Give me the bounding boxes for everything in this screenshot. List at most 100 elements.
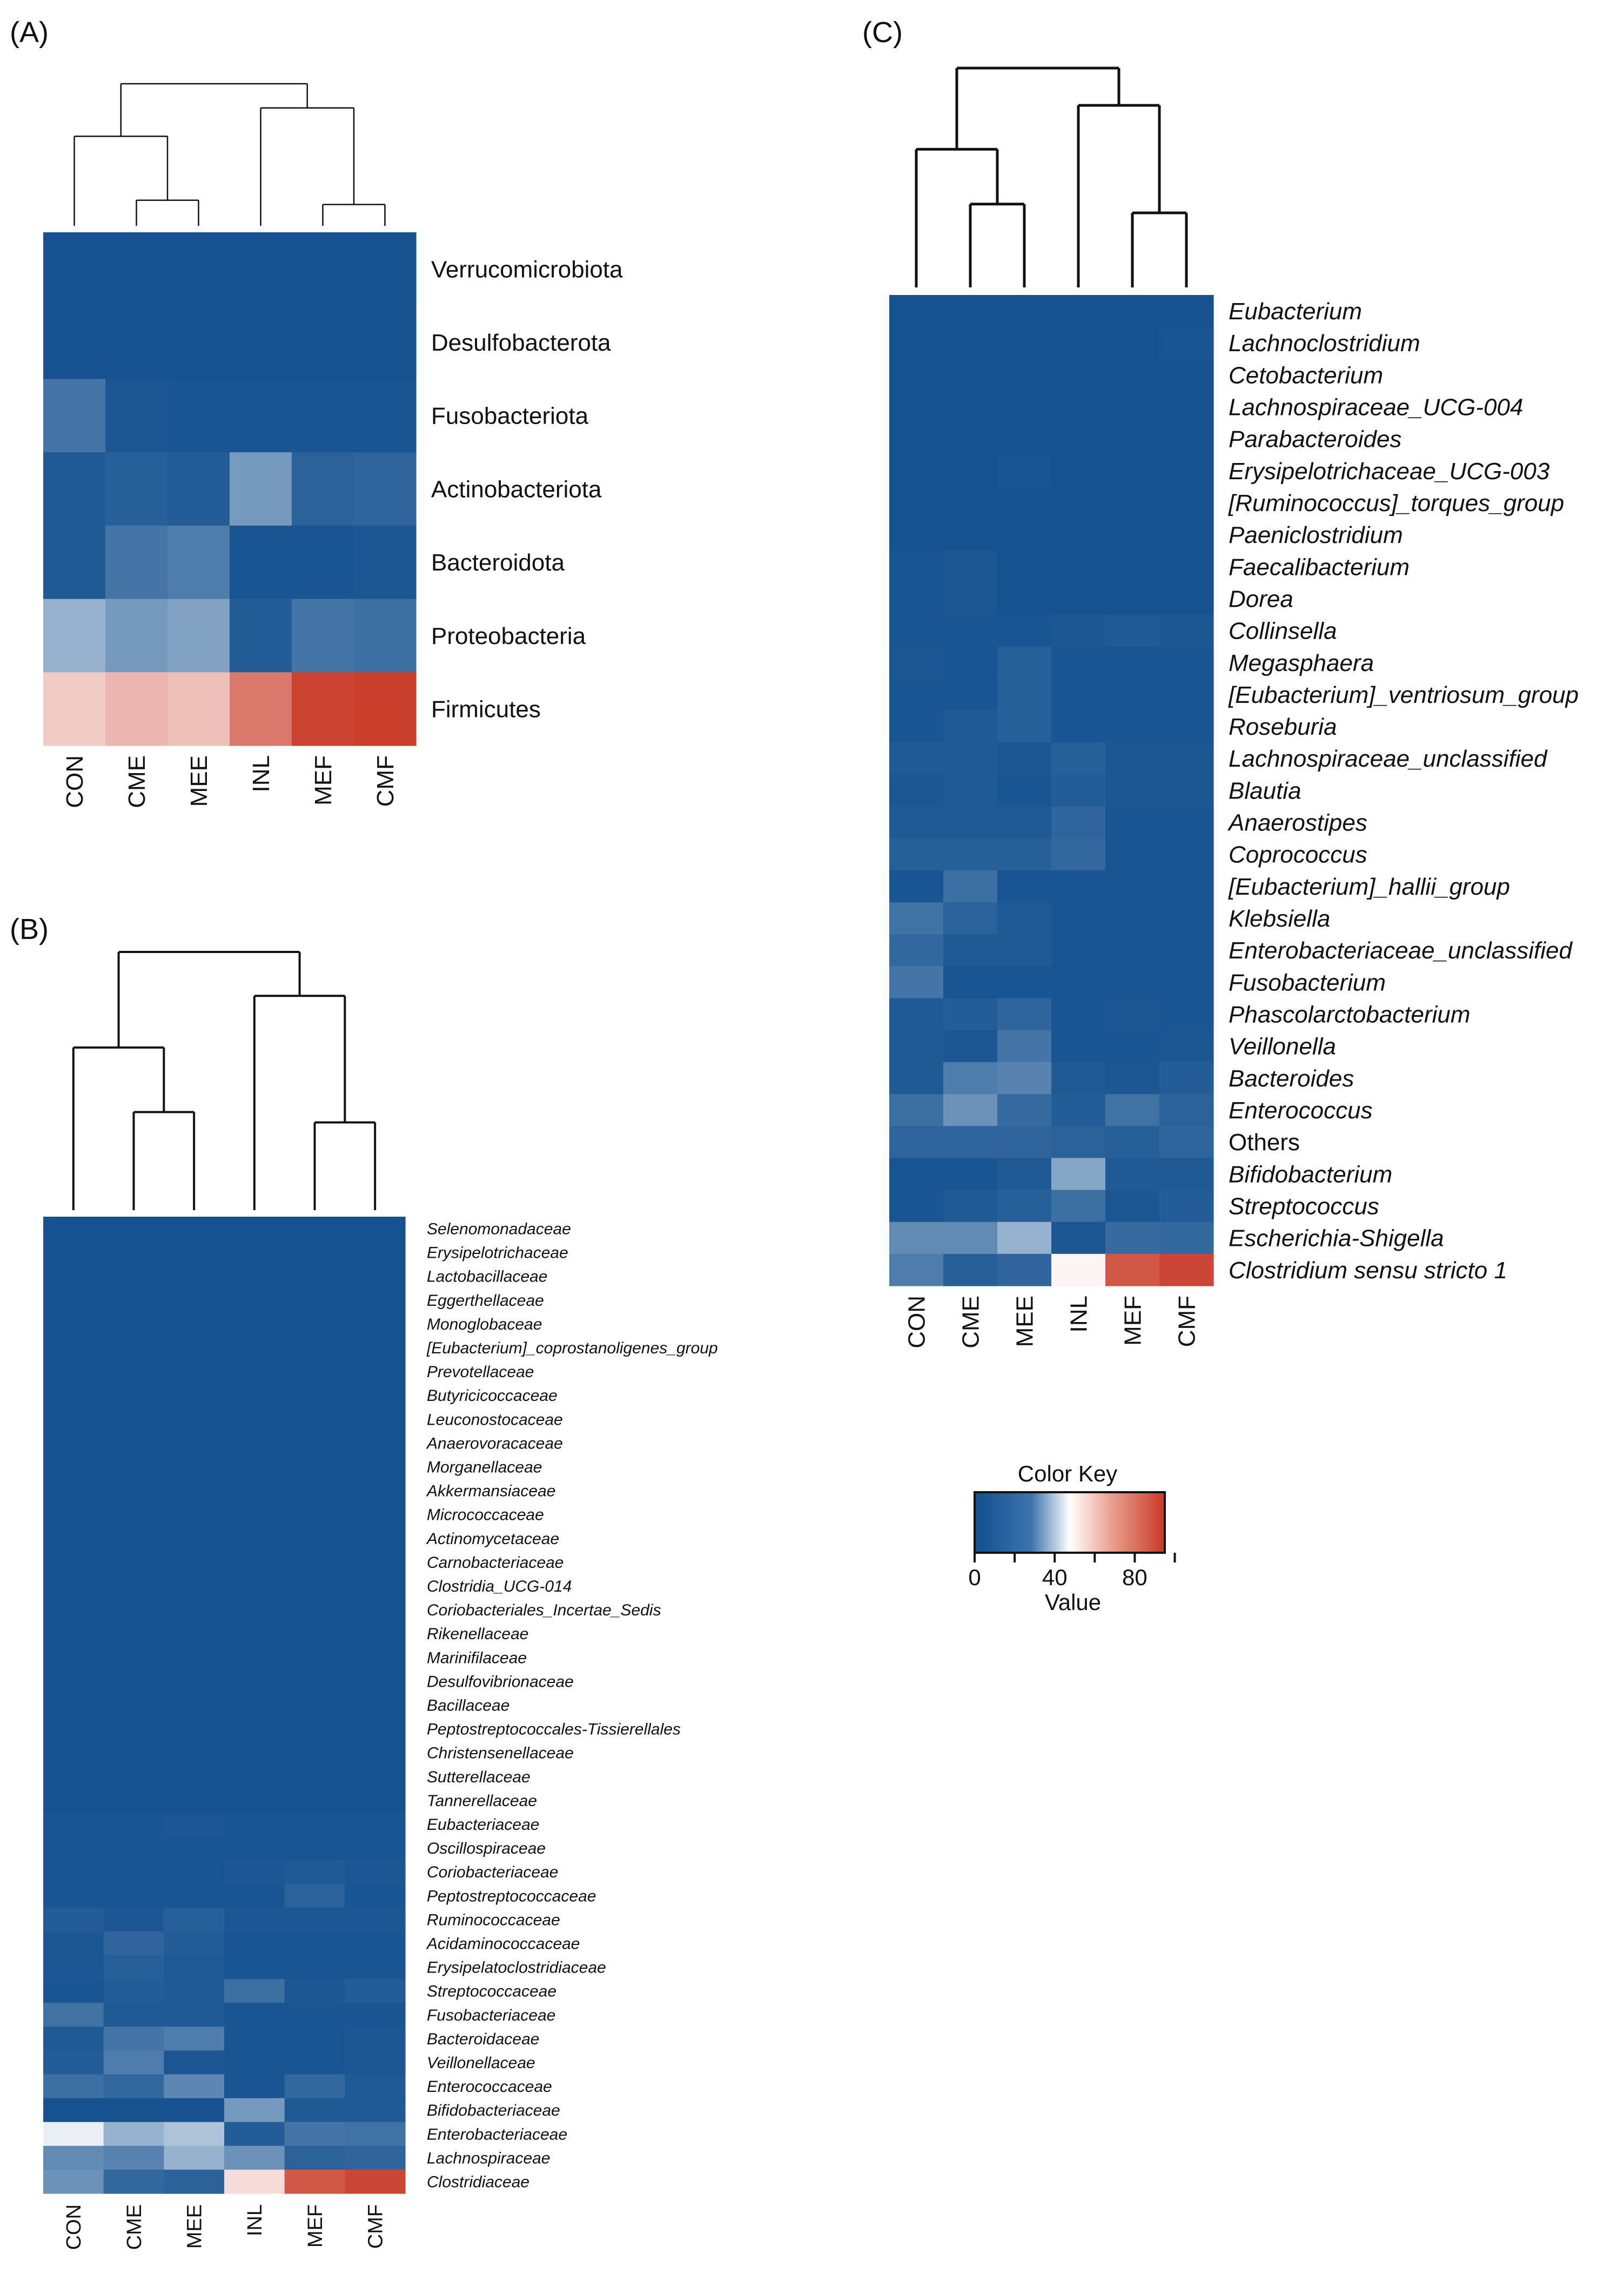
heatmap-cell (1105, 774, 1160, 807)
heatmap-cell (103, 1431, 164, 1455)
heatmap-cell (943, 327, 998, 359)
row-label: Klebsiella (1229, 905, 1330, 932)
heatmap-cell (345, 1312, 406, 1337)
heatmap-cell (345, 1931, 406, 1956)
heatmap-cell (230, 452, 292, 526)
heatmap-cell (1051, 838, 1106, 871)
heatmap-cell (997, 551, 1052, 583)
heatmap-cell (164, 1836, 225, 1861)
heatmap-cell (997, 422, 1052, 455)
heatmap-cell (1105, 710, 1160, 743)
row-label: Streptococcus (1229, 1193, 1379, 1220)
heatmap-cell (284, 1979, 345, 2003)
heatmap-cell (1051, 359, 1106, 392)
row-label: Desulfobacterota (431, 330, 611, 356)
heatmap-cell (224, 1431, 285, 1455)
row-label: Collinsella (1229, 618, 1337, 645)
row-label: Dorea (1229, 586, 1293, 612)
heatmap-cell (1159, 454, 1214, 487)
heatmap-cell (1105, 742, 1160, 775)
row-label: Actinomycetaceae (426, 1530, 559, 1548)
heatmap-cell (997, 646, 1052, 679)
heatmap-cell (43, 1359, 104, 1384)
row-label: Others (1229, 1129, 1300, 1156)
heatmap-cell (284, 1883, 345, 1908)
heatmap-cell (164, 2003, 225, 2027)
heatmap-cell (284, 1574, 345, 1599)
heatmap-cell (889, 742, 944, 775)
row-label: Morganellaceae (427, 1459, 542, 1477)
heatmap-cell (1105, 934, 1160, 967)
heatmap-cell (224, 1598, 285, 1622)
heatmap-cell (103, 1407, 164, 1432)
heatmap-cell (345, 1217, 406, 1241)
heatmap-cell (1051, 391, 1106, 424)
heatmap-cell (43, 1955, 104, 1980)
heatmap-cell (284, 1526, 345, 1551)
heatmap-cell (103, 2003, 164, 2027)
heatmap-cell (164, 2074, 225, 2099)
heatmap-cell (1051, 1222, 1106, 1254)
heatmap-cell (164, 1931, 225, 1956)
heatmap-cell (889, 1126, 944, 1158)
heatmap-cell (224, 1955, 285, 1980)
heatmap-cell (284, 1717, 345, 1741)
row-label: Tannerellaceae (427, 1792, 537, 1810)
heatmap-cell (354, 379, 417, 453)
heatmap-cell (345, 2050, 406, 2075)
column-label: MEE (183, 2204, 206, 2249)
heatmap-cell (345, 1979, 406, 2003)
heatmap-cell (997, 838, 1052, 871)
heatmap-cell (345, 1693, 406, 1718)
heatmap-cell (284, 1454, 345, 1479)
heatmap-cell (889, 678, 944, 711)
heatmap-cell (1105, 806, 1160, 839)
heatmap-cell (1159, 1222, 1214, 1254)
heatmap-cell (284, 1621, 345, 1646)
heatmap-cell (345, 2169, 406, 2194)
heatmap-cell (1051, 422, 1106, 455)
heatmap-cell (284, 1383, 345, 1408)
heatmap-cell (103, 1883, 164, 1908)
heatmap-cell (164, 1479, 225, 1503)
heatmap-cell (943, 966, 998, 999)
heatmap-cell (224, 2003, 285, 2027)
heatmap-cell (224, 2027, 285, 2051)
heatmap-cell (345, 2122, 406, 2146)
heatmap-cell (224, 1693, 285, 1718)
row-label: Christensenellaceae (427, 1745, 574, 1762)
heatmap-cell (43, 1502, 104, 1527)
row-label: Fusobacteriaceae (427, 2007, 555, 2024)
panel-label-b: (B) (10, 913, 49, 945)
row-label: Clostridia_UCG-014 (427, 1578, 572, 1595)
heatmap-cell (284, 1288, 345, 1312)
row-label: Leuconostocaceae (427, 1411, 563, 1428)
heatmap-cell (167, 232, 230, 306)
heatmap-cell (943, 454, 998, 487)
heatmap-cell (1105, 1126, 1160, 1158)
heatmap-cell (43, 1621, 104, 1646)
heatmap-cell (284, 1931, 345, 1956)
heatmap-cell (230, 599, 292, 673)
heatmap-cell (943, 1253, 998, 1286)
heatmap-cell (889, 870, 944, 903)
row-label: Coriobacteriales_Incertae_Sedis (427, 1601, 661, 1619)
heatmap-cell (284, 1812, 345, 1837)
row-label: Roseburia (1229, 714, 1337, 740)
column-label: MEF (1119, 1296, 1146, 1346)
heatmap-cell (1105, 486, 1160, 519)
heatmap-cell (164, 1907, 225, 1932)
heatmap-cell (164, 2050, 225, 2075)
heatmap-cell (103, 1860, 164, 1884)
row-label: Firmicutes (431, 696, 541, 723)
heatmap-cell (345, 1717, 406, 1741)
heatmap-cell (1159, 551, 1214, 583)
heatmap-cell (997, 327, 1052, 359)
column-label: CON (903, 1296, 930, 1349)
color-key-title: Color Key (1018, 1461, 1117, 1486)
heatmap-cell (164, 1645, 225, 1670)
row-label: Cetobacterium (1229, 362, 1383, 388)
heatmap-cell (354, 599, 417, 673)
heatmap-cell (1051, 454, 1106, 487)
heatmap-cell (997, 1253, 1052, 1286)
